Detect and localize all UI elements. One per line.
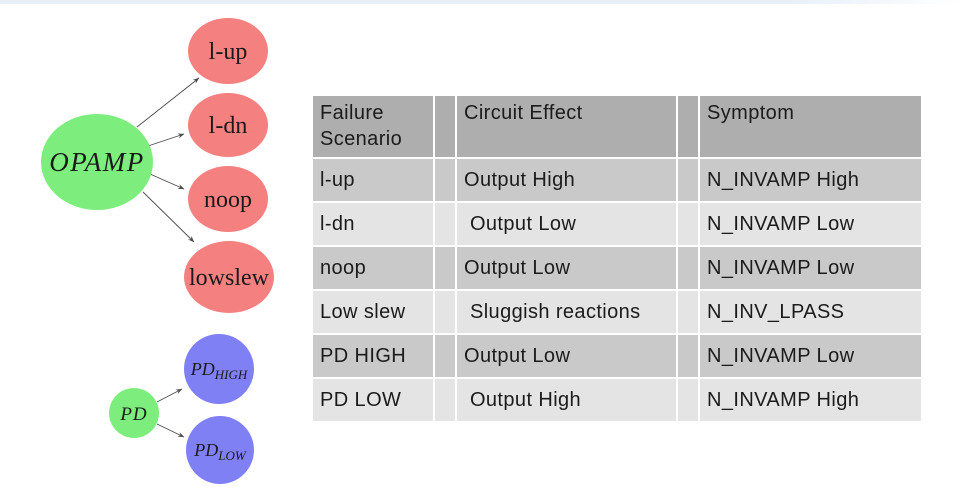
cell-effect: Output Low — [457, 203, 676, 245]
node-noop: noop — [188, 166, 268, 232]
fault-tree-diagram: OPAMP l-up l-dn noop lowslew PD PDHIGH P… — [41, 18, 274, 484]
table-header-row: Failure Scenario Circuit Effect Symptom — [313, 96, 921, 157]
node-pd-low-label: PDLOW — [193, 440, 247, 463]
cell-symptom: N_INV_LPASS — [700, 291, 921, 333]
top-accent-strip — [0, 0, 964, 4]
node-opamp-label: OPAMP — [49, 147, 145, 177]
cell-symptom: N_INVAMP Low — [700, 247, 921, 289]
edge-opamp-noop — [149, 173, 185, 190]
cell-symptom: N_INVAMP High — [700, 379, 921, 421]
table-row-pdhigh: PD HIGH Output Low N_INVAMP Low — [313, 335, 921, 377]
node-pd-label: PD — [119, 404, 147, 425]
edge-pd-high — [156, 388, 183, 403]
cell-scenario: l-up — [313, 159, 433, 201]
node-pd-high-label: PDHIGH — [190, 359, 248, 382]
edge-pd-low — [156, 423, 185, 438]
node-ldn: l-dn — [188, 93, 268, 157]
cell-spacer — [435, 247, 455, 289]
node-pd: PD — [109, 388, 159, 438]
failure-scenario-table: Failure Scenario Circuit Effect Symptom … — [311, 94, 923, 423]
table-row-pdlow: PD LOW Output High N_INVAMP High — [313, 379, 921, 421]
header-circuit-effect: Circuit Effect — [457, 96, 676, 157]
node-pd-high: PDHIGH — [184, 334, 254, 404]
cell-symptom: N_INVAMP Low — [700, 335, 921, 377]
cell-spacer — [678, 335, 698, 377]
cell-spacer — [435, 203, 455, 245]
table-row-lup: l-up Output High N_INVAMP High — [313, 159, 921, 201]
cell-scenario: PD HIGH — [313, 335, 433, 377]
cell-scenario: Low slew — [313, 291, 433, 333]
cell-scenario: noop — [313, 247, 433, 289]
cell-effect: Output High — [457, 379, 676, 421]
node-lowslew-label: lowslew — [189, 265, 270, 291]
cell-effect: Output High — [457, 159, 676, 201]
cell-spacer — [678, 159, 698, 201]
cell-scenario: l-dn — [313, 203, 433, 245]
cell-effect: Output Low — [457, 335, 676, 377]
table-row-ldn: l-dn Output Low N_INVAMP Low — [313, 203, 921, 245]
cell-scenario: PD LOW — [313, 379, 433, 421]
header-symptom: Symptom — [700, 96, 921, 157]
node-lowslew: lowslew — [184, 241, 274, 313]
node-noop-label: noop — [204, 187, 252, 213]
edge-opamp-lup — [136, 77, 200, 128]
cell-spacer — [435, 379, 455, 421]
cell-symptom: N_INVAMP Low — [700, 203, 921, 245]
cell-spacer — [678, 379, 698, 421]
table-row-noop: noop Output Low N_INVAMP Low — [313, 247, 921, 289]
cell-effect: Output Low — [457, 247, 676, 289]
cell-spacer — [678, 291, 698, 333]
node-lup: l-up — [188, 18, 268, 84]
node-pd-low: PDLOW — [186, 416, 254, 484]
node-opamp: OPAMP — [41, 114, 153, 210]
header-failure-scenario: Failure Scenario — [313, 96, 433, 157]
node-ldn-label: l-dn — [209, 113, 248, 139]
edge-opamp-ldn — [147, 133, 185, 147]
cell-spacer — [678, 203, 698, 245]
cell-effect: Sluggish reactions — [457, 291, 676, 333]
header-spacer-2 — [678, 96, 698, 157]
opamp-edges — [136, 77, 200, 243]
cell-spacer — [435, 159, 455, 201]
header-spacer-1 — [435, 96, 455, 157]
pd-edges — [156, 388, 185, 438]
table-row-lowslew: Low slew Sluggish reactions N_INV_LPASS — [313, 291, 921, 333]
node-lup-label: l-up — [209, 39, 248, 65]
cell-spacer — [435, 291, 455, 333]
cell-spacer — [678, 247, 698, 289]
edge-opamp-lowslew — [142, 191, 195, 243]
cell-symptom: N_INVAMP High — [700, 159, 921, 201]
cell-spacer — [435, 335, 455, 377]
